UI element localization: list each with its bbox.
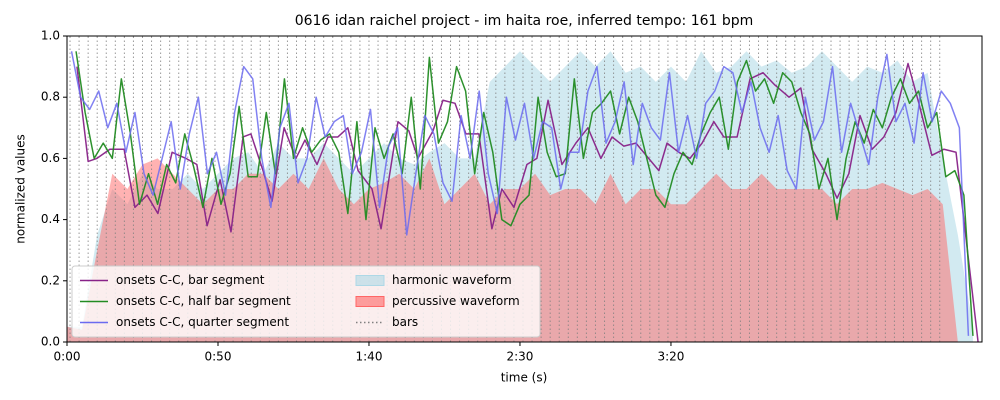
- x-tick-label: 2:30: [506, 350, 533, 364]
- y-tick-label: 0.2: [41, 273, 60, 287]
- legend-swatch: [355, 275, 385, 286]
- y-axis-label: normalized values: [14, 134, 28, 244]
- legend-swatch: [355, 296, 385, 307]
- legend-label: percussive waveform: [392, 294, 520, 308]
- x-axis-label: time (s): [501, 371, 548, 385]
- x-tick-label: 3:20: [657, 350, 684, 364]
- y-tick-label: 0.4: [41, 212, 60, 226]
- legend-label: harmonic waveform: [392, 273, 512, 287]
- x-tick-label: 0:00: [54, 350, 81, 364]
- y-tick-label: 1.0: [41, 29, 60, 43]
- legend-label: bars: [392, 315, 418, 329]
- y-tick-label: 0.8: [41, 90, 60, 104]
- legend: onsets C-C, bar segment onsets C-C, half …: [71, 265, 541, 338]
- x-tick-label: 0:50: [205, 350, 232, 364]
- series-line: [76, 62, 979, 343]
- chart-title: 0616 idan raichel project - im haita roe…: [295, 13, 754, 29]
- legend-box: [71, 265, 541, 338]
- axes-frame: [66, 35, 983, 343]
- x-tick-label: 1:40: [356, 350, 383, 364]
- legend-label: onsets C-C, bar segment: [116, 273, 265, 287]
- legend-label: onsets C-C, half bar segment: [116, 294, 291, 308]
- y-tick-label: 0.0: [41, 335, 60, 349]
- series-line: [70, 51, 970, 336]
- y-tick-label: 0.6: [41, 151, 60, 165]
- plot-area: 0.0 0.2 0.4 0.6 0.8 1.0 0:00 0:50 1:40 2:30 3:20 on…: [41, 29, 983, 364]
- legend-label: onsets C-C, quarter segment: [116, 315, 289, 329]
